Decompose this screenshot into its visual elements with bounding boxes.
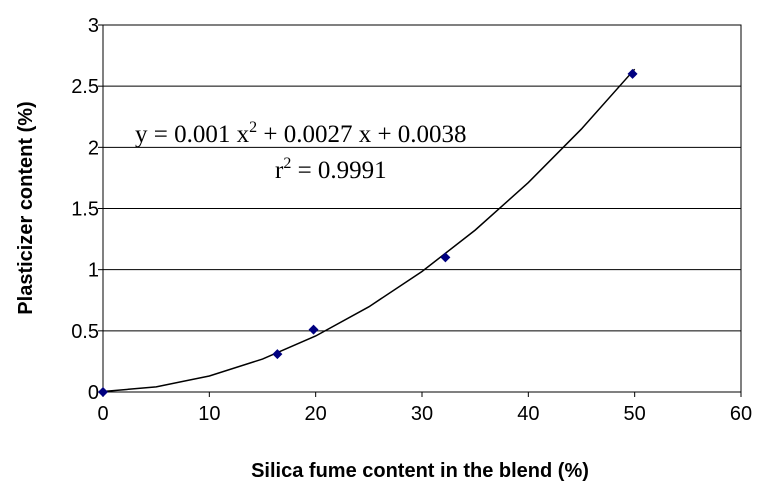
y-tick-label: 3: [88, 15, 99, 37]
x-tick-label: 30: [411, 403, 433, 425]
x-axis-title: Silica fume content in the blend (%): [251, 460, 589, 482]
y-axis-title: Plasticizer content (%): [15, 101, 37, 314]
x-tick-label: 0: [97, 403, 108, 425]
x-tick-label: 40: [517, 403, 539, 425]
equation-part: + 0.0027 x + 0.0038: [257, 121, 466, 148]
x-tick-label: 10: [198, 403, 220, 425]
y-tick-label: 0.5: [71, 321, 99, 343]
y-tick-label: 2: [88, 137, 99, 159]
r-squared-part: = 0.9991: [291, 157, 386, 184]
x-tick-label: 20: [305, 403, 327, 425]
data-point: [272, 349, 283, 360]
y-tick-label: 1.5: [71, 199, 99, 221]
r-squared-part: r: [275, 157, 284, 184]
data-point: [308, 324, 319, 335]
y-tick-label: 1: [88, 260, 99, 282]
x-tick-label: 50: [624, 403, 646, 425]
trendline: [102, 68, 636, 393]
data-point: [627, 68, 638, 79]
equation: y = 0.001 x2 + 0.0027 x + 0.0038: [135, 119, 467, 148]
y-tick-label: 0: [88, 382, 99, 404]
equation-sup: 2: [249, 119, 257, 136]
x-tick-label: 60: [730, 403, 752, 425]
y-tick-label: 2.5: [71, 76, 99, 98]
r-squared: r2 = 0.9991: [275, 155, 387, 184]
data-point: [98, 387, 108, 397]
equation-part: y = 0.001 x: [135, 121, 250, 148]
plot-border: [102, 24, 742, 393]
data-point: [440, 252, 451, 263]
r-squared-sup: 2: [283, 155, 291, 172]
